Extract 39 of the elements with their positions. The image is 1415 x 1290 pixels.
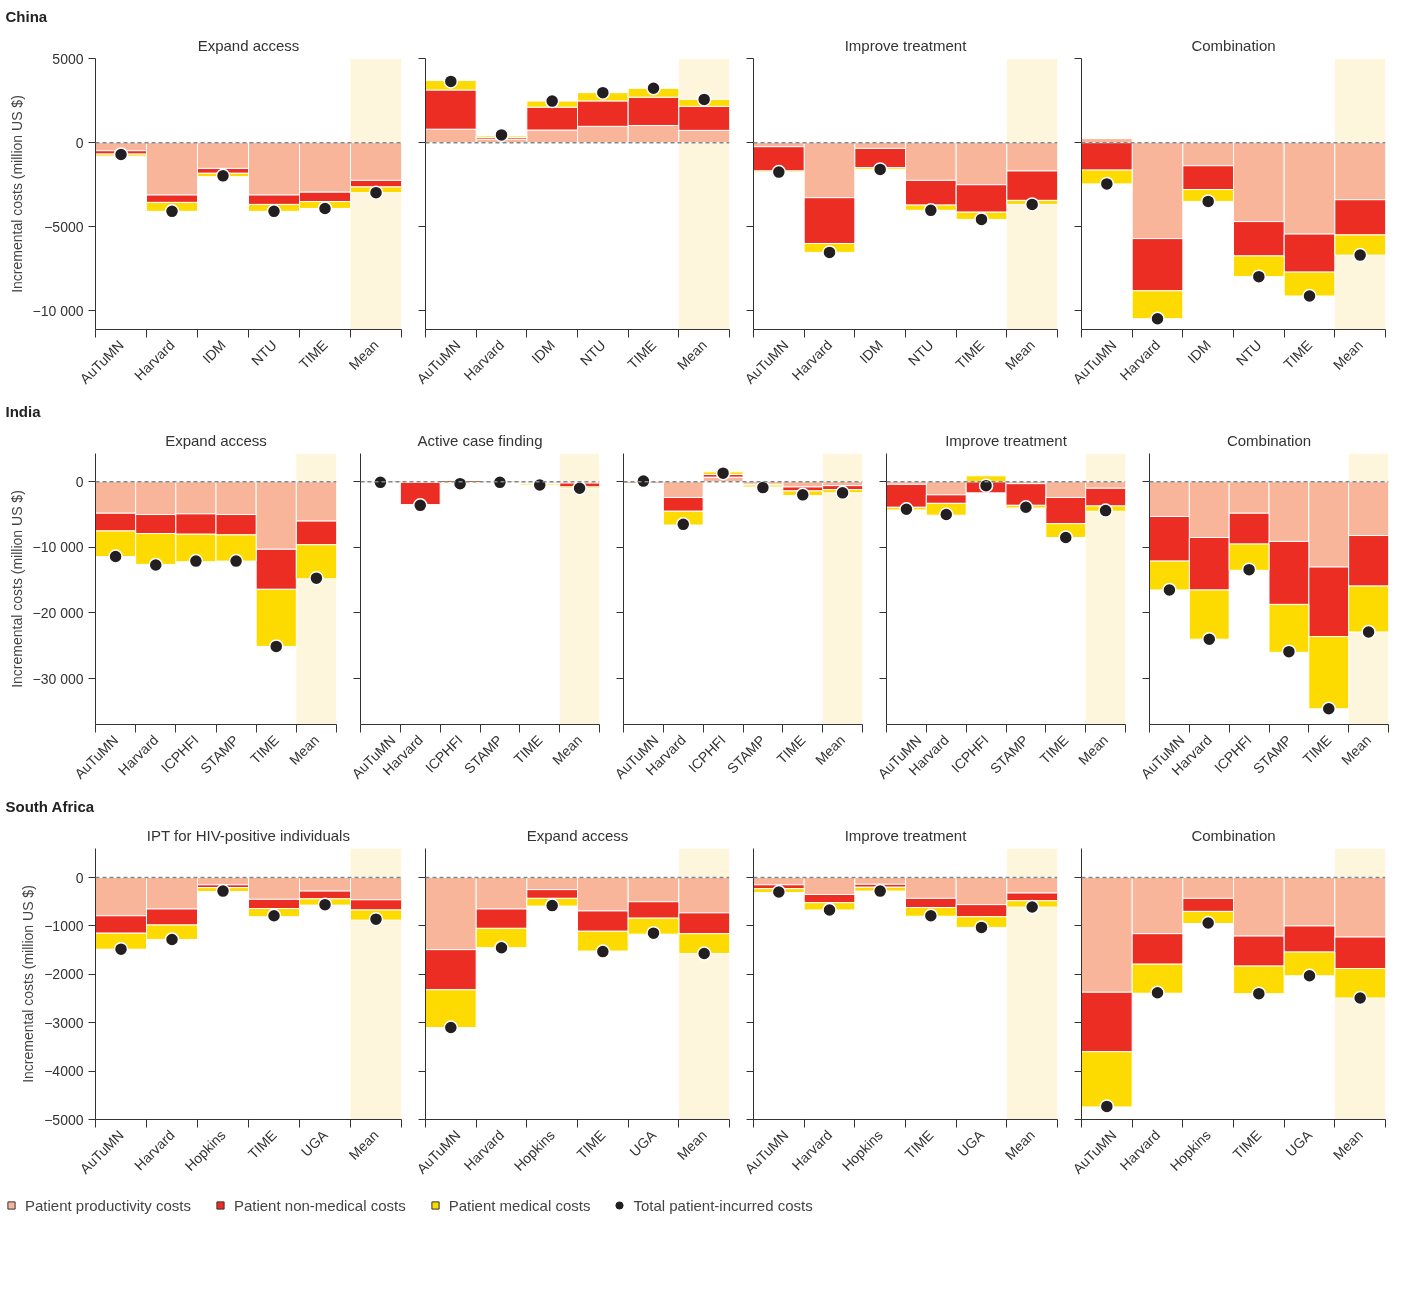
legend-label: Patient medical costs <box>448 1196 591 1214</box>
y-tick-label: −30 000 <box>32 670 84 687</box>
y-tick-label: 5000 <box>52 50 84 67</box>
chart-title: Active case finding <box>417 431 543 449</box>
text: India <box>5 402 42 420</box>
x-tick-label: IDM <box>1184 336 1214 367</box>
y-tick-label: −4000 <box>44 1063 84 1080</box>
y-tick-label: 0 <box>75 473 84 490</box>
y-tick-label: −5000 <box>44 218 84 235</box>
chart-title: Combination <box>1191 36 1276 54</box>
chart-title: Expand access <box>197 36 300 54</box>
x-tick-label: IDM <box>199 336 229 367</box>
chart-title: Improve treatment <box>844 826 968 844</box>
legend-label: Patient non-medical costs <box>233 1196 406 1214</box>
y-axis-title: Incremental costs (million US $) <box>8 95 25 293</box>
y-tick-label: −10 000 <box>32 302 84 319</box>
y-tick-label: −2000 <box>44 966 84 983</box>
y-tick-label: −5000 <box>44 1111 84 1128</box>
x-tick-label: IDM <box>528 336 558 367</box>
legend-label: Total patient-incurred costs <box>633 1196 813 1214</box>
legend-label: Patient productivity costs <box>25 1196 191 1214</box>
y-tick-label: −10 000 <box>32 539 84 556</box>
chart-title: Expand access <box>526 826 629 844</box>
chart-title: Combination <box>1226 431 1312 449</box>
x-tick-label: IDM <box>856 336 886 367</box>
y-tick-label: −3000 <box>44 1014 84 1031</box>
y-tick-label: −20 000 <box>32 604 84 621</box>
text: South Africa <box>5 797 95 815</box>
y-axis-title: Incremental costs (million US $) <box>20 885 37 1083</box>
chart-title: Improve treatment <box>844 36 968 54</box>
y-axis-title: Incremental costs (million US $) <box>8 490 25 688</box>
chart-title: Combination <box>1191 826 1276 844</box>
y-tick-label: 0 <box>75 869 84 886</box>
chart-title: IPT for HIV-positive individuals <box>146 826 350 844</box>
y-tick-label: 0 <box>75 134 84 151</box>
chart-title: Expand access <box>165 431 267 449</box>
y-tick-label: −1000 <box>44 917 84 934</box>
text: China <box>5 7 48 25</box>
chart-title: Improve treatment <box>945 431 1068 449</box>
